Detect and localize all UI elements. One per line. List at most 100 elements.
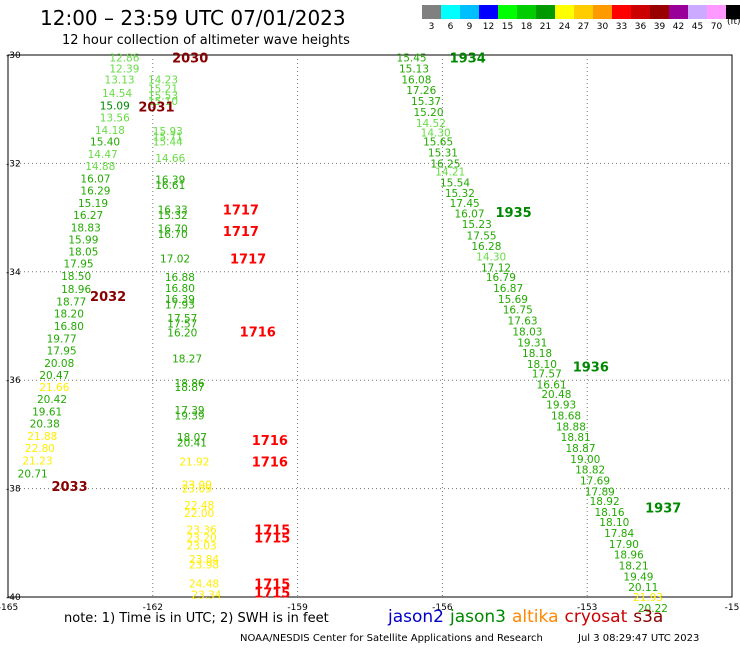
wave-height-value: 18.83 [71, 222, 101, 234]
wave-height-value: 16.39 [165, 294, 195, 306]
colorbar-label: 12 [482, 22, 495, 32]
wave-height-value: 16.79 [486, 272, 516, 284]
pass-time-label: 1935 [495, 206, 531, 221]
wave-height-value: 15.31 [428, 148, 458, 160]
wave-height-value: 19.61 [32, 407, 62, 419]
wave-height-value: 23.84 [189, 554, 219, 566]
wave-height-value: 15.21 [148, 84, 178, 96]
wave-height-value: 19.39 [175, 410, 205, 422]
wave-height-value: 14.18 [95, 125, 125, 137]
colorbar-label: 27 [577, 22, 590, 32]
lon-tick-label: -165 [0, 603, 18, 613]
lon-tick-label: -162 [143, 603, 163, 613]
wave-height-value: 18.77 [56, 297, 86, 309]
wave-height-value: 22.48 [184, 500, 214, 512]
colorbar-label: 36 [634, 22, 647, 32]
pass-time-label: 1715 [254, 587, 290, 602]
wave-height-value: 15.44 [153, 137, 183, 149]
pass-time-label: 1937 [645, 502, 681, 517]
wave-height-value: 16.88 [165, 272, 195, 284]
satellite-pass-labels: 2030 2031 2032 2033 1934 1935 1936 1937 1717 1717… [51, 52, 681, 602]
wave-height-value: 21.66 [39, 382, 69, 394]
colorbar-label: 33 [615, 22, 628, 32]
wave-height-value: 23.98 [189, 559, 219, 571]
legend-item-cryosat: cryosat [564, 607, 628, 627]
wave-height-value: 17.57 [532, 369, 562, 381]
wave-height-value: 12.39 [109, 64, 139, 76]
legend-item-altika: altika [512, 607, 559, 627]
wave-height-value: 13.56 [100, 112, 130, 124]
lon-tick-label: -153 [577, 603, 597, 613]
wave-height-value: 17.12 [481, 262, 511, 274]
pass-time-label: 2033 [51, 480, 87, 495]
wave-height-value: 15.65 [423, 137, 453, 149]
wave-height-value: 16.61 [155, 180, 185, 192]
colorbar-label: 45 [691, 22, 704, 32]
wave-height-value: 17.02 [160, 253, 190, 265]
pass-time-label: 1715 [254, 577, 290, 592]
page-subtitle: 12 hour collection of altimeter wave hei… [62, 33, 350, 48]
wave-height-value: 20.08 [44, 358, 74, 370]
wave-height-value: 18.10 [527, 359, 557, 371]
wave-height-value: 18.16 [594, 507, 624, 519]
legend-item-jason2: jason2 [388, 607, 444, 627]
lat-tick-label: -30 [6, 51, 21, 61]
wave-height-value: 17.95 [47, 345, 77, 357]
wave-height-value: 15.99 [68, 234, 98, 246]
wave-height-value: 15.69 [498, 294, 528, 306]
lat-tick-label: -40 [6, 593, 21, 603]
wave-height-value: 16.27 [73, 210, 103, 222]
lon-tick-label: -159 [287, 603, 308, 613]
pass-time-label: 1717 [223, 225, 259, 240]
colorbar-label: 39 [653, 22, 666, 32]
wave-height-value: 17.93 [165, 299, 195, 311]
pass-time-label: 1717 [223, 203, 259, 218]
legend-item-jason3: jason3 [450, 607, 506, 627]
colorbar-label: 70 [710, 22, 723, 32]
wave-height-value: 16.87 [493, 283, 523, 295]
colorbar-swatch [726, 5, 740, 19]
colorbar-label: 24 [558, 22, 571, 32]
wave-height-value: 18.88 [556, 421, 586, 433]
lon-tick-label: -156 [432, 603, 453, 613]
wave-height-value: 17.45 [450, 198, 480, 210]
wave-height-value: 16.80 [54, 321, 84, 333]
colorbar-label: 21 [539, 22, 552, 32]
wave-height-value: 20.11 [628, 582, 658, 594]
colorbar-label: 3 [428, 22, 435, 32]
wave-height-value: 14.88 [85, 161, 115, 173]
pass-time-label: 1716 [252, 456, 288, 471]
wave-height-value: 15.09 [100, 100, 130, 112]
legend-item-s3a: s3a [633, 607, 664, 627]
wave-height-value: 22.00 [184, 508, 214, 520]
wave-height-value: 24.48 [189, 578, 219, 590]
lat-tick-label: -38 [6, 485, 21, 495]
footer-credit: NOAA/NESDIS Center for Satellite Applica… [240, 633, 543, 644]
pass-time-label: 2031 [138, 100, 174, 115]
pass-time-label: 1715 [254, 531, 290, 546]
wave-height-value: 16.20 [167, 328, 197, 340]
wave-height-value: 14.23 [148, 74, 178, 86]
colorbar-label: 18 [520, 22, 533, 32]
wave-height-value: 14.52 [416, 118, 446, 130]
wave-height-value: 19.77 [47, 333, 77, 345]
colorbar-label: 30 [596, 22, 609, 32]
wave-height-value: 16.70 [158, 223, 188, 235]
wave-height-value: 20.38 [30, 419, 60, 431]
wave-height-value: 18.50 [61, 271, 91, 283]
map-frame [7, 54, 733, 598]
satellite-legend: jason2 jason3 altika cryosat s3a [388, 607, 669, 627]
wave-height-value: 22.80 [25, 443, 55, 455]
wave-height-value: 17.57 [167, 318, 197, 330]
wave-height-value: 21.23 [22, 455, 52, 467]
pass-time-label: 2032 [90, 290, 126, 305]
wave-height-value: 15.19 [78, 198, 108, 210]
wave-height-value: 18.92 [590, 496, 620, 508]
wave-height-value: 13.13 [105, 74, 135, 86]
pass-time-label: 1716 [252, 434, 288, 449]
wave-height-value: 14.54 [102, 88, 132, 100]
wave-height-value: 19.00 [570, 454, 600, 466]
wave-height-value: 20.48 [541, 389, 571, 401]
